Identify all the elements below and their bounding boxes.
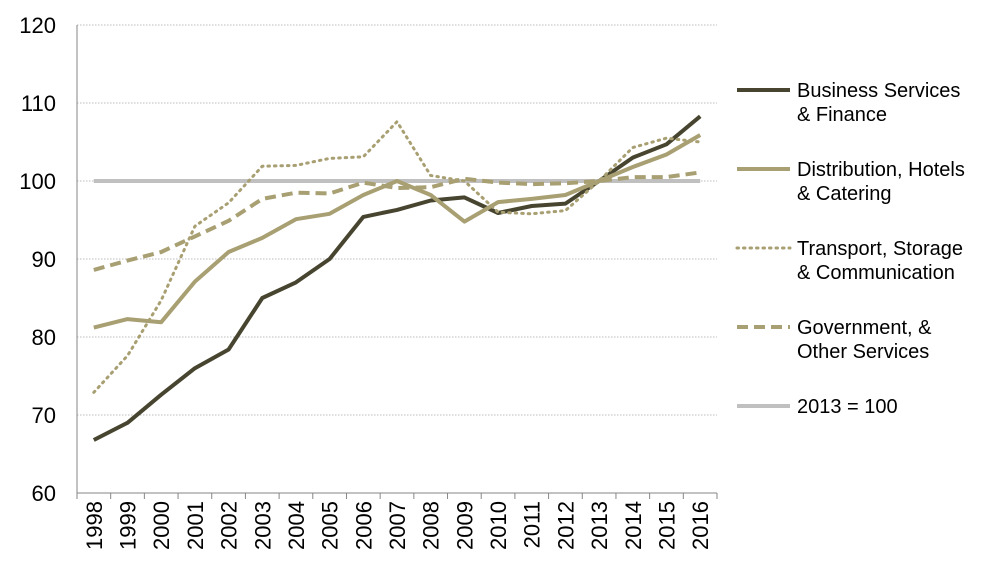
x-tick-label: 2001 [183,501,208,550]
legend-label: 2013 = 100 [797,396,898,418]
series-line-3 [93,170,701,272]
x-tick-label: 2000 [149,501,174,550]
x-tick-label: 1999 [116,501,141,550]
y-tick-label: 60 [32,481,56,506]
legend: Business Services& Finance Distribution, … [735,80,965,418]
series-lines [92,114,702,442]
legend-label: & Communication [797,262,955,284]
x-tick-label: 2005 [318,501,343,550]
x-tick-label: 2009 [452,501,477,550]
y-tick-label: 110 [21,91,56,116]
x-tick-label: 2016 [688,501,713,550]
x-tick-label: 2004 [284,501,309,550]
x-tick-label: 2006 [351,501,376,550]
x-tick-label: 2013 [587,501,612,550]
legend-label: Transport, Storage [797,238,963,260]
y-tick-label: 70 [32,403,56,428]
x-tick-label: 2010 [486,501,511,550]
legend-label: Other Services [797,341,929,363]
series-line-2 [92,120,702,394]
x-tick-label: 2008 [419,501,444,550]
legend-label: Business Services [797,80,960,102]
y-tick-label: 90 [32,247,56,272]
x-tick-label: 2003 [250,501,275,550]
gridlines [77,24,717,416]
series-line-1 [93,133,702,330]
x-axis-ticks: 1998 1999 2000 2001 2002 2003 2004 2005 2006 2007… [82,501,713,550]
x-tick-label: 2012 [553,501,578,550]
y-tick-label: 120 [19,13,56,38]
y-tick-label: 80 [32,325,56,350]
axes [76,25,718,499]
x-tick-label: 1998 [82,501,107,550]
legend-label: Government, & [797,317,932,339]
series-line-0 [92,114,702,442]
y-axis-ticks: 60 70 80 90 100 110 120 [19,13,56,506]
legend-label: & Catering [797,183,892,205]
legend-label: & Finance [797,104,887,126]
legend-label: Distribution, Hotels [797,159,965,181]
x-tick-label: 2011 [520,501,545,548]
x-tick-label: 2015 [654,501,679,550]
x-tick-label: 2007 [385,501,410,550]
y-tick-label: 100 [19,169,56,194]
x-tick-label: 2014 [621,501,646,550]
x-tick-label: 2002 [217,501,242,550]
